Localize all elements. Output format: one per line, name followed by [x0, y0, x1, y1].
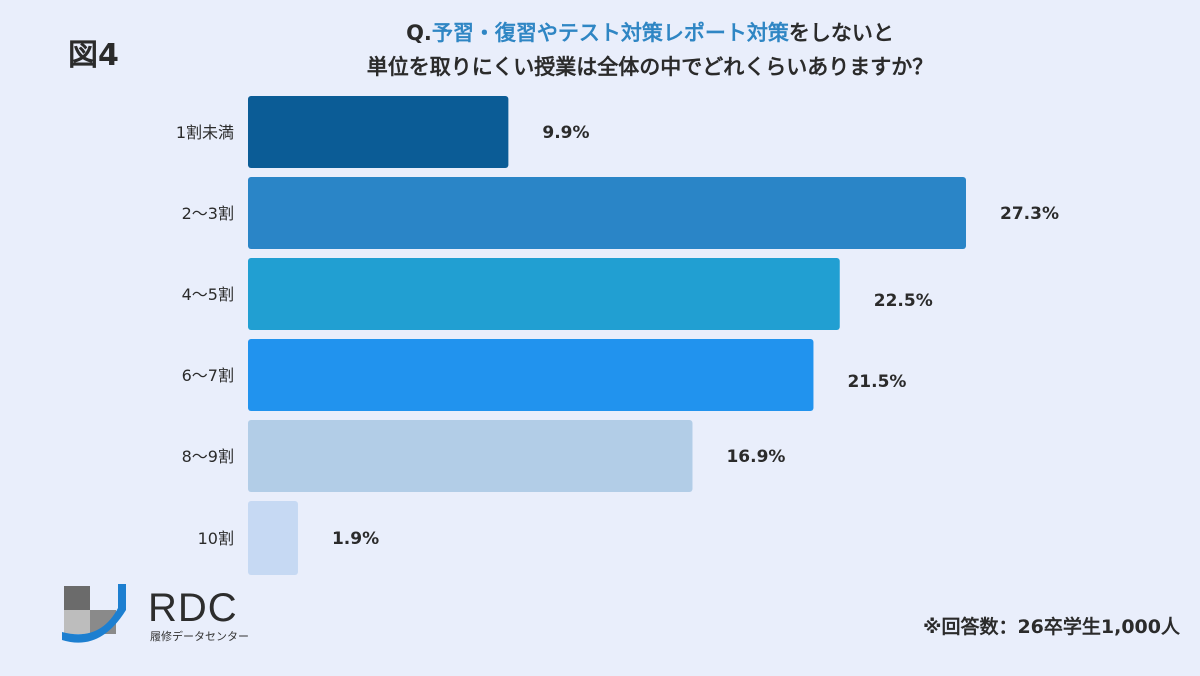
title-line-1: Q.予習・復習やテスト対策レポート対策をしないと [240, 16, 1060, 50]
category-label-1: 1割未満 [176, 123, 234, 142]
value-label-1: 9.9% [542, 123, 589, 143]
value-label-6: 1.9% [332, 529, 379, 549]
value-label-4: 21.5% [847, 372, 906, 392]
category-label-4: 6〜7割 [182, 366, 234, 385]
bar-2 [248, 177, 966, 249]
figure-label: 図4 [68, 38, 119, 73]
value-label-3: 22.5% [874, 291, 933, 311]
category-label-2: 2〜3割 [182, 204, 234, 223]
category-label-6: 10割 [198, 529, 234, 548]
value-label-5: 16.9% [726, 447, 785, 467]
category-label-3: 4〜5割 [182, 285, 234, 304]
bar-3 [248, 258, 840, 330]
title-prefix: Q. [406, 21, 432, 45]
bar-1 [248, 96, 509, 168]
bar-4 [248, 339, 814, 411]
bar-5 [248, 420, 693, 492]
logo-mark-icon [62, 584, 126, 643]
title-line-2: 単位を取りにくい授業は全体の中でどれくらいありますか？ [366, 55, 934, 79]
title-line1-suffix: をしないと [788, 21, 894, 45]
category-label-5: 8〜9割 [182, 447, 234, 466]
chart-title: Q.予習・復習やテスト対策レポート対策をしないと 単位を取りにくい授業は全体の中… [240, 16, 1060, 84]
bar-6 [248, 501, 298, 575]
logo-name: RDC [148, 586, 238, 630]
logo-subtitle: 履修データセンター [150, 630, 249, 643]
title-highlight: 予習・復習やテスト対策レポート対策 [431, 21, 789, 45]
footnote: ※回答数：26卒学生1,000人 [922, 616, 1180, 638]
value-label-2: 27.3% [1000, 204, 1059, 224]
rdc-logo: RDC 履修データセンター [60, 580, 260, 650]
